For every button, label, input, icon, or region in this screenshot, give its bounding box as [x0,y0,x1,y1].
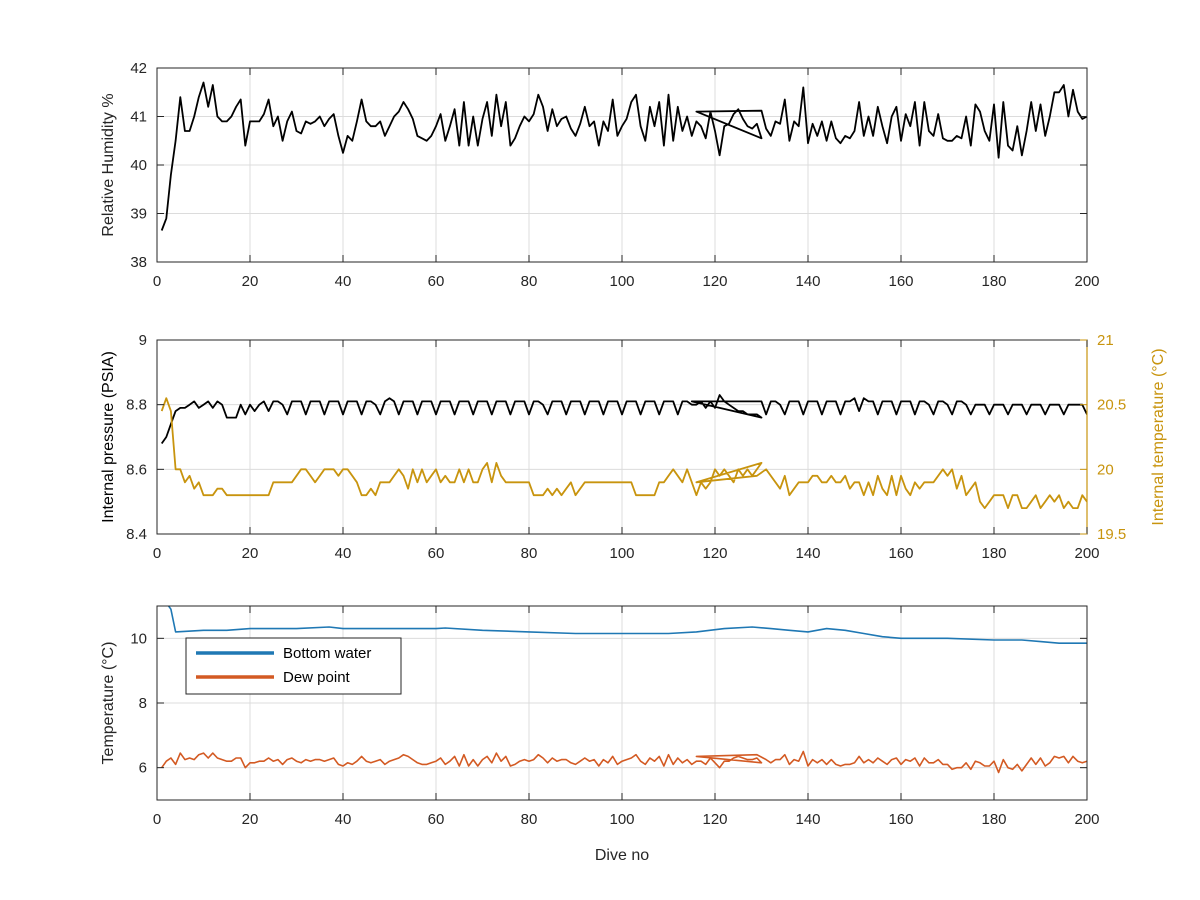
x-tick-label: 200 [1074,545,1099,562]
x-tick-label: 140 [795,811,820,828]
x-tick-label: 120 [702,273,727,290]
x-tick-label: 60 [428,545,445,562]
y-tick-label: 8.8 [126,397,147,414]
x-tick-label: 40 [335,545,352,562]
x-tick-label: 40 [335,811,352,828]
y-axis-label: Relative Humidity % [100,93,117,236]
y-tick-label: 41 [130,109,147,126]
x-tick-label: 20 [242,811,259,828]
y-tick-label: 6 [139,760,147,777]
legend-label: Bottom water [283,645,371,662]
x-tick-label: 80 [521,545,538,562]
x-tick-label: 0 [153,545,161,562]
series-line-dew-point [161,750,1087,774]
y-tick-label: 9 [139,332,147,349]
x-tick-label: 60 [428,811,445,828]
x-tick-label: 0 [153,273,161,290]
x-tick-label: 20 [242,545,259,562]
y-tick-label-right: 21 [1097,332,1114,349]
x-tick-label: 60 [428,273,445,290]
x-tick-label: 140 [795,545,820,562]
y-tick-label: 10 [130,630,147,647]
series-line-bottom-water [167,606,1087,644]
chart-panel-pressure: 0 20 40 60 80 100 120 140 160 180 200 8.4 8.6 8.8 9 19.… [100,332,1167,562]
chart-panel-humidity: 0 20 40 60 80 100 120 140 160 180 200 38 39 40 41 42 Rel… [100,60,1100,290]
x-tick-label: 200 [1074,811,1099,828]
x-tick-label: 80 [521,273,538,290]
y-tick-label: 40 [130,157,147,174]
y-axis-label: Internal pressure (PSIA) [100,351,117,523]
series-line-pressure-1 [160,397,1087,509]
y-tick-label: 8.4 [126,526,147,543]
x-tick-label: 200 [1074,273,1099,290]
y-tick-label: 39 [130,206,147,223]
legend-box [185,637,402,695]
x-tick-label: 80 [521,811,538,828]
x-tick-label: 160 [888,273,913,290]
x-tick-label: 120 [702,545,727,562]
y-tick-label-right: 20 [1097,461,1114,478]
x-tick-label: 160 [888,545,913,562]
x-tick-label: 160 [888,811,913,828]
x-tick-label: 100 [609,273,634,290]
y-tick-label: 42 [130,60,147,77]
y-tick-label: 8 [139,695,147,712]
y-axis-label: Temperature (°C) [100,642,117,765]
series-line-humidity-0 [160,81,1087,231]
x-axis-label: Dive no [595,847,649,864]
x-tick-label: 100 [609,545,634,562]
x-tick-label: 120 [702,811,727,828]
x-tick-label: 0 [153,811,161,828]
x-tick-label: 140 [795,273,820,290]
x-tick-label: 40 [335,273,352,290]
series-line-pressure-0 [160,394,1087,445]
y-tick-label: 8.6 [126,461,147,478]
legend-label: Dew point [283,669,351,686]
y-tick-label-right: 20.5 [1097,397,1126,414]
y-tick-label: 38 [130,254,147,271]
x-tick-label: 100 [609,811,634,828]
x-tick-label: 180 [981,811,1006,828]
legend: Bottom water Dew point [185,637,402,695]
y-tick-label-right: 19.5 [1097,526,1126,543]
x-tick-label: 20 [242,273,259,290]
x-tick-label: 180 [981,545,1006,562]
chart-panel-temperature: 0 20 40 60 80 100 120 140 160 180 200 6 8 10 Temperatu… [100,605,1100,864]
y-axis-label-right: Internal temperature (°C) [1150,348,1167,525]
x-tick-label: 180 [981,273,1006,290]
